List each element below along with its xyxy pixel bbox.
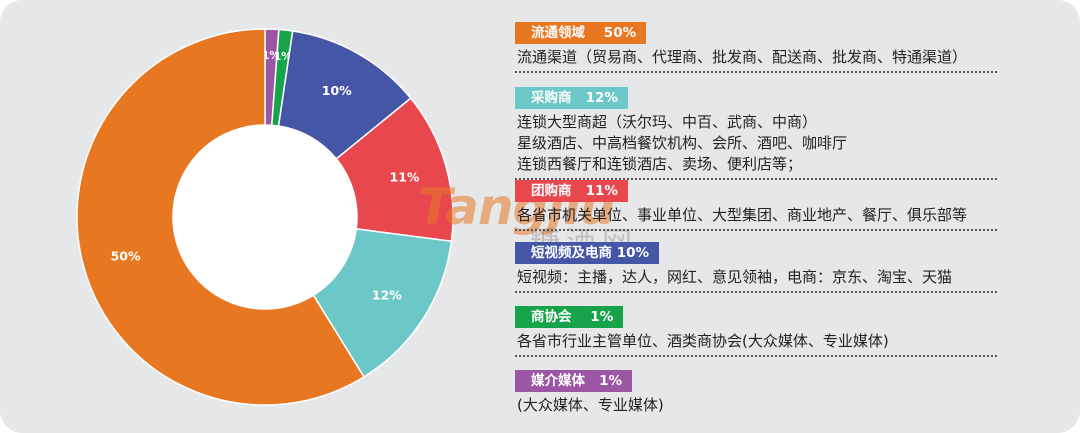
divider — [515, 355, 997, 357]
legend-entry-group-buyer: 团购商 11% 各省市机关单位、事业单位、大型集团、商业地产、餐厅、俱乐部等 — [515, 180, 1001, 231]
legend-tag: 短视频及电商 10% — [515, 242, 660, 264]
legend-desc-line: (大众媒体、专业媒体) — [517, 396, 664, 414]
donut-hole — [173, 125, 357, 309]
divider — [515, 229, 997, 231]
legend-desc: (大众媒体、专业媒体) — [515, 395, 1001, 416]
legend-entry-short-video: 短视频及电商 10% 短视频：主播，达人，网红、意见领袖，电商：京东、淘宝、天猫 — [515, 242, 1001, 293]
slice-label-2: 11% — [390, 169, 420, 184]
legend-desc-line: 各省市行业主管单位、酒类商协会(大众媒体、专业媒体) — [517, 332, 889, 350]
legend-desc-line: 各省市机关单位、事业单位、大型集团、商业地产、餐厅、俱乐部等 — [517, 206, 968, 224]
slice-label-3: 10% — [322, 83, 352, 98]
legend-tag: 团购商 11% — [515, 180, 628, 202]
legend-tag: 流通领域 50% — [515, 22, 647, 44]
donut-chart: 1%1%10%11%12%50% — [76, 28, 454, 406]
legend: 流通领域 50% 流通渠道（贸易商、代理商、批发商、配送商、批发商、特通渠道） … — [515, 0, 1015, 433]
legend-desc-line: 星级酒店、中高档餐饮机构、会所、酒吧、咖啡厅 — [517, 134, 848, 152]
legend-desc: 各省市行业主管单位、酒类商协会(大众媒体、专业媒体) — [515, 331, 1001, 352]
legend-desc-line: 短视频：主播，达人，网红、意见领袖，电商：京东、淘宝、天猫 — [517, 268, 953, 286]
legend-desc: 短视频：主播，达人，网红、意见领袖，电商：京东、淘宝、天猫 — [515, 267, 1001, 288]
legend-entry-circulation: 流通领域 50% 流通渠道（贸易商、代理商、批发商、配送商、批发商、特通渠道） — [515, 22, 1001, 73]
legend-entry-purchaser: 采购商 12% 连锁大型商超（沃尔玛、中百、武商、中商） 星级酒店、中高档餐饮机… — [515, 87, 1001, 180]
legend-tag: 采购商 12% — [515, 87, 628, 109]
slice-label-0: 50% — [111, 249, 141, 264]
legend-tag: 媒介媒体 1% — [515, 370, 633, 392]
legend-entry-media: 媒介媒体 1% (大众媒体、专业媒体) — [515, 370, 1001, 416]
legend-desc: 流通渠道（贸易商、代理商、批发商、配送商、批发商、特通渠道） — [515, 47, 1001, 68]
legend-desc-line: 连锁大型商超（沃尔玛、中百、武商、中商） — [517, 113, 818, 131]
legend-desc: 各省市机关单位、事业单位、大型集团、商业地产、餐厅、俱乐部等 — [515, 205, 1001, 226]
divider — [515, 291, 997, 293]
legend-desc: 连锁大型商超（沃尔玛、中百、武商、中商） 星级酒店、中高档餐饮机构、会所、酒吧、… — [515, 112, 1001, 175]
divider — [515, 71, 997, 73]
legend-entry-association: 商协会 1% 各省市行业主管单位、酒类商协会(大众媒体、专业媒体) — [515, 306, 1001, 357]
legend-desc-line: 流通渠道（贸易商、代理商、批发商、配送商、批发商、特通渠道） — [517, 48, 968, 66]
legend-tag: 商协会 1% — [515, 306, 624, 328]
slice-label-5: 1% — [262, 50, 280, 62]
legend-desc-line: 连锁西餐厅和连锁酒店、卖场、便利店等； — [517, 155, 803, 173]
slice-label-1: 12% — [372, 288, 402, 303]
divider — [515, 178, 997, 180]
